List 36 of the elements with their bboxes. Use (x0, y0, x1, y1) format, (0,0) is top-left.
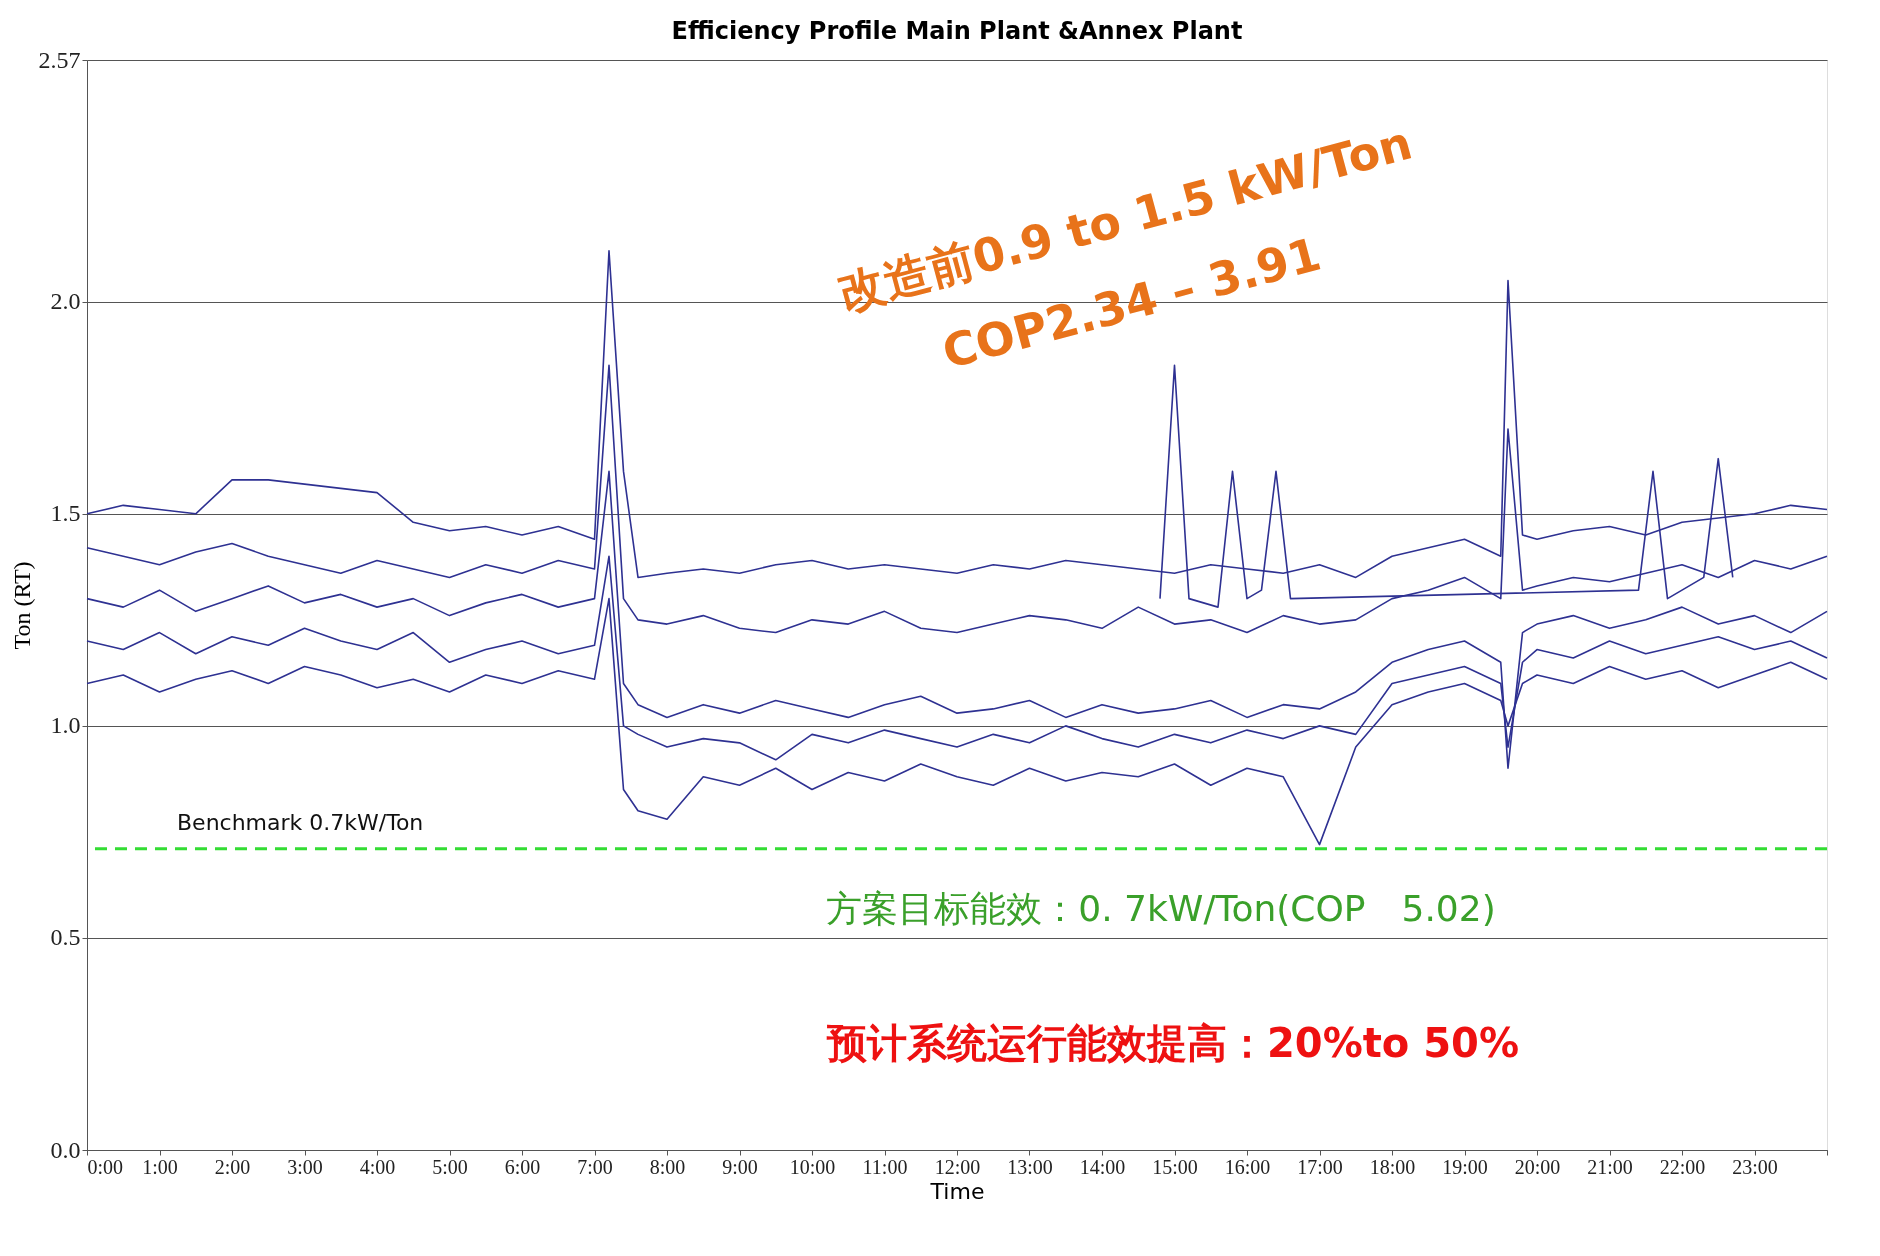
x-tick-label: 21:00 (1587, 1155, 1633, 1178)
annotation: 预计系统运行能效提高：20%to 50% (825, 1020, 1520, 1066)
y-tick-label: 2.0 (50, 288, 81, 315)
x-tick-label: 5:00 (432, 1155, 468, 1178)
x-tick-label: 8:00 (649, 1155, 686, 1178)
x-tick-label: 13:00 (1007, 1155, 1053, 1178)
ref-line-label: Benchmark 0.7kW/Ton (177, 809, 424, 835)
x-tick-label: 23:00 (1732, 1155, 1778, 1178)
x-tick-label: 4:00 (359, 1155, 396, 1178)
y-tick-label: 2.57 (38, 46, 81, 73)
x-tick-label: 9:00 (722, 1155, 758, 1178)
x-tick-label: 10:00 (789, 1155, 836, 1178)
x-tick-label: 7:00 (577, 1155, 613, 1178)
y-tick-label: 1.0 (50, 712, 81, 739)
x-tick-label: 17:00 (1297, 1155, 1343, 1178)
x-tick-label: 11:00 (862, 1155, 908, 1178)
x-tick-label: 16:00 (1224, 1155, 1271, 1178)
y-tick-label: 0.0 (50, 1136, 81, 1163)
x-tick-label: 19:00 (1442, 1155, 1488, 1178)
annotation: 方案目标能效：0. 7kW/Ton(COP 5.02) (826, 888, 1496, 929)
x-tick-label: 20:00 (1514, 1155, 1561, 1178)
x-axis-title: Time (929, 1178, 985, 1204)
y-tick-label: 1.5 (50, 500, 81, 527)
x-tick-label: 22:00 (1659, 1155, 1706, 1178)
x-tick-label: 0:00 (87, 1155, 124, 1178)
y-axis-title: Ton (RT) (8, 561, 35, 650)
x-tick-label: 12:00 (934, 1155, 981, 1178)
x-tick-label: 15:00 (1152, 1155, 1198, 1178)
x-tick-label: 2:00 (214, 1155, 251, 1178)
chart-title: Efficiency Profile Main Plant &Annex Plant (671, 17, 1243, 45)
x-tick-label: 14:00 (1079, 1155, 1126, 1178)
y-tick-label: 0.5 (50, 924, 81, 951)
x-tick-label: 3:00 (287, 1155, 323, 1178)
x-tick-label: 1:00 (142, 1155, 178, 1178)
x-tick-label: 6:00 (504, 1155, 541, 1178)
x-tick-label: 18:00 (1369, 1155, 1416, 1178)
